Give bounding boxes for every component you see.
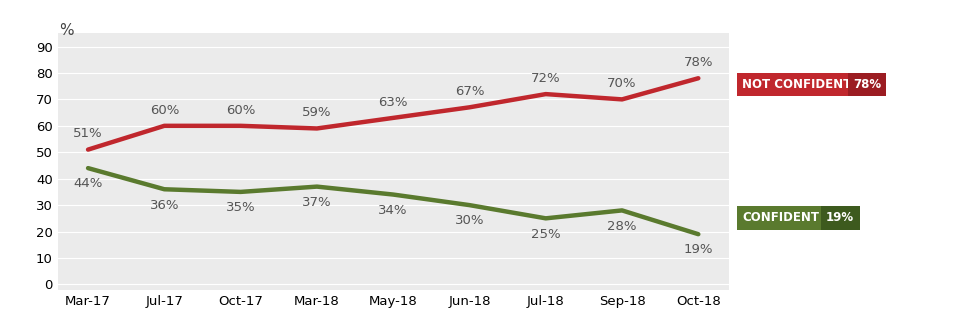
Text: 35%: 35% bbox=[225, 201, 255, 214]
Text: 25%: 25% bbox=[531, 227, 561, 240]
Text: 37%: 37% bbox=[302, 196, 332, 209]
Text: 60%: 60% bbox=[226, 104, 255, 117]
Text: 28%: 28% bbox=[607, 220, 637, 233]
Text: 19%: 19% bbox=[684, 243, 713, 256]
Text: 44%: 44% bbox=[74, 177, 103, 190]
Text: CONFIDENT: CONFIDENT bbox=[742, 211, 819, 224]
Text: 60%: 60% bbox=[150, 104, 179, 117]
Text: 78%: 78% bbox=[854, 78, 881, 91]
Text: NOT CONFIDENT: NOT CONFIDENT bbox=[742, 78, 852, 91]
Text: %: % bbox=[58, 23, 74, 38]
Text: 70%: 70% bbox=[607, 77, 637, 90]
Text: 59%: 59% bbox=[302, 106, 332, 119]
Text: 78%: 78% bbox=[684, 56, 713, 69]
Text: 36%: 36% bbox=[150, 198, 179, 211]
Text: 30%: 30% bbox=[455, 214, 484, 227]
Text: 63%: 63% bbox=[379, 96, 408, 109]
Text: 51%: 51% bbox=[73, 127, 103, 140]
Text: 34%: 34% bbox=[379, 204, 408, 217]
Text: 67%: 67% bbox=[455, 85, 484, 98]
Text: 19%: 19% bbox=[827, 211, 854, 224]
Text: 72%: 72% bbox=[531, 72, 561, 85]
